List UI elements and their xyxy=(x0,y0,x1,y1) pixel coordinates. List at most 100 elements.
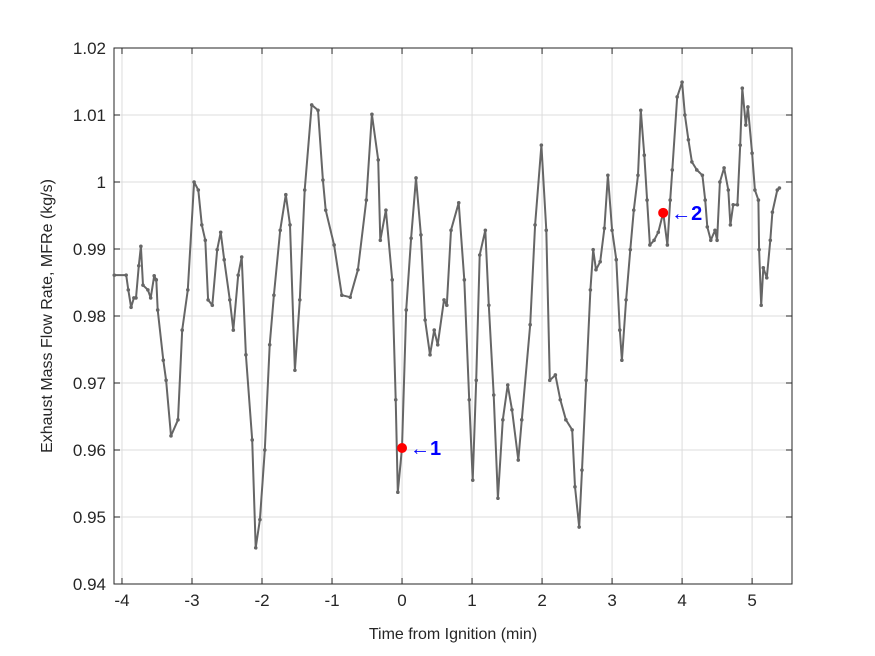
data-point xyxy=(777,186,782,190)
data-point xyxy=(519,418,524,422)
x-tick-label: -4 xyxy=(114,591,129,610)
data-point xyxy=(756,198,761,202)
data-point xyxy=(764,276,769,280)
data-point xyxy=(258,517,262,522)
data-point xyxy=(222,257,226,262)
data-point xyxy=(199,223,204,227)
data-point xyxy=(126,288,131,292)
data-point xyxy=(753,188,757,192)
data-point xyxy=(192,180,196,184)
data-point xyxy=(456,200,461,205)
data-point xyxy=(404,308,409,312)
data-point xyxy=(636,173,640,178)
data-point xyxy=(746,105,750,109)
data-point xyxy=(770,210,775,214)
y-tick-label: 1.01 xyxy=(73,106,106,125)
data-point xyxy=(588,288,593,292)
data-point xyxy=(638,108,643,113)
data-point xyxy=(321,178,325,182)
data-point xyxy=(700,173,705,178)
data-point xyxy=(161,358,166,363)
data-point xyxy=(477,253,482,257)
y-tick-label: 0.96 xyxy=(73,441,106,460)
x-tick-label: -2 xyxy=(254,591,269,610)
data-point xyxy=(577,525,581,529)
data-point xyxy=(683,113,687,117)
data-point xyxy=(628,247,633,252)
data-point xyxy=(675,95,679,99)
data-point xyxy=(244,353,248,357)
y-tick-label: 1.02 xyxy=(73,39,106,58)
data-point xyxy=(218,230,223,235)
data-point xyxy=(146,288,150,292)
data-point xyxy=(544,228,549,233)
data-point xyxy=(467,397,472,402)
data-point xyxy=(393,397,398,402)
data-point xyxy=(384,208,388,212)
data-point xyxy=(584,378,588,383)
data-point xyxy=(750,151,754,155)
data-point xyxy=(136,263,141,268)
data-point xyxy=(610,228,614,233)
data-point xyxy=(501,418,505,422)
data-point xyxy=(129,305,133,310)
data-point xyxy=(705,225,710,229)
data-point xyxy=(284,192,288,197)
data-point xyxy=(743,123,748,127)
data-point xyxy=(594,267,598,272)
data-point xyxy=(491,393,496,397)
data-point xyxy=(690,160,694,164)
x-tick-label: -1 xyxy=(324,591,339,610)
data-point xyxy=(323,208,328,212)
data-point xyxy=(356,267,360,272)
data-point xyxy=(302,188,307,192)
data-point xyxy=(759,303,763,308)
data-point xyxy=(196,188,201,192)
data-point xyxy=(210,303,215,308)
data-point xyxy=(624,298,628,302)
annotation-label: ←2 xyxy=(671,203,702,225)
data-point xyxy=(539,143,544,147)
data-point xyxy=(708,238,713,243)
x-tick-label: -3 xyxy=(184,591,199,610)
data-point xyxy=(642,153,647,157)
data-point xyxy=(602,226,607,231)
data-point xyxy=(631,208,636,212)
data-point xyxy=(124,273,128,277)
x-tick-label: 5 xyxy=(747,591,756,610)
data-point xyxy=(203,238,208,243)
data-point xyxy=(547,378,552,383)
x-tick-label: 2 xyxy=(537,591,546,610)
data-point xyxy=(570,428,574,432)
data-point xyxy=(449,228,453,233)
x-tick-label: 3 xyxy=(607,591,616,610)
data-point xyxy=(180,328,184,332)
data-point xyxy=(396,490,400,495)
data-point xyxy=(215,247,219,252)
data-point xyxy=(715,238,719,243)
data-point xyxy=(435,343,440,347)
data-point xyxy=(206,298,210,302)
data-point xyxy=(231,328,236,332)
data-point xyxy=(686,137,691,142)
data-point xyxy=(738,143,742,147)
data-point xyxy=(348,295,353,300)
data-point xyxy=(470,478,475,482)
data-point xyxy=(703,198,707,202)
data-point xyxy=(272,293,276,298)
data-point xyxy=(462,278,467,282)
data-point xyxy=(378,238,383,243)
data-point xyxy=(442,298,446,302)
data-point xyxy=(409,236,413,241)
x-tick-label: 4 xyxy=(677,591,686,610)
data-point xyxy=(340,293,344,298)
data-point xyxy=(645,198,649,202)
data-point xyxy=(648,243,652,247)
data-point xyxy=(474,378,479,383)
highlight-marker xyxy=(397,442,408,453)
y-axis-label: Exhaust Mass Flow Rate, MFRe (kg/s) xyxy=(39,179,56,453)
data-point xyxy=(728,223,733,227)
data-point xyxy=(718,180,722,184)
data-point xyxy=(432,328,437,332)
data-point xyxy=(298,298,302,302)
